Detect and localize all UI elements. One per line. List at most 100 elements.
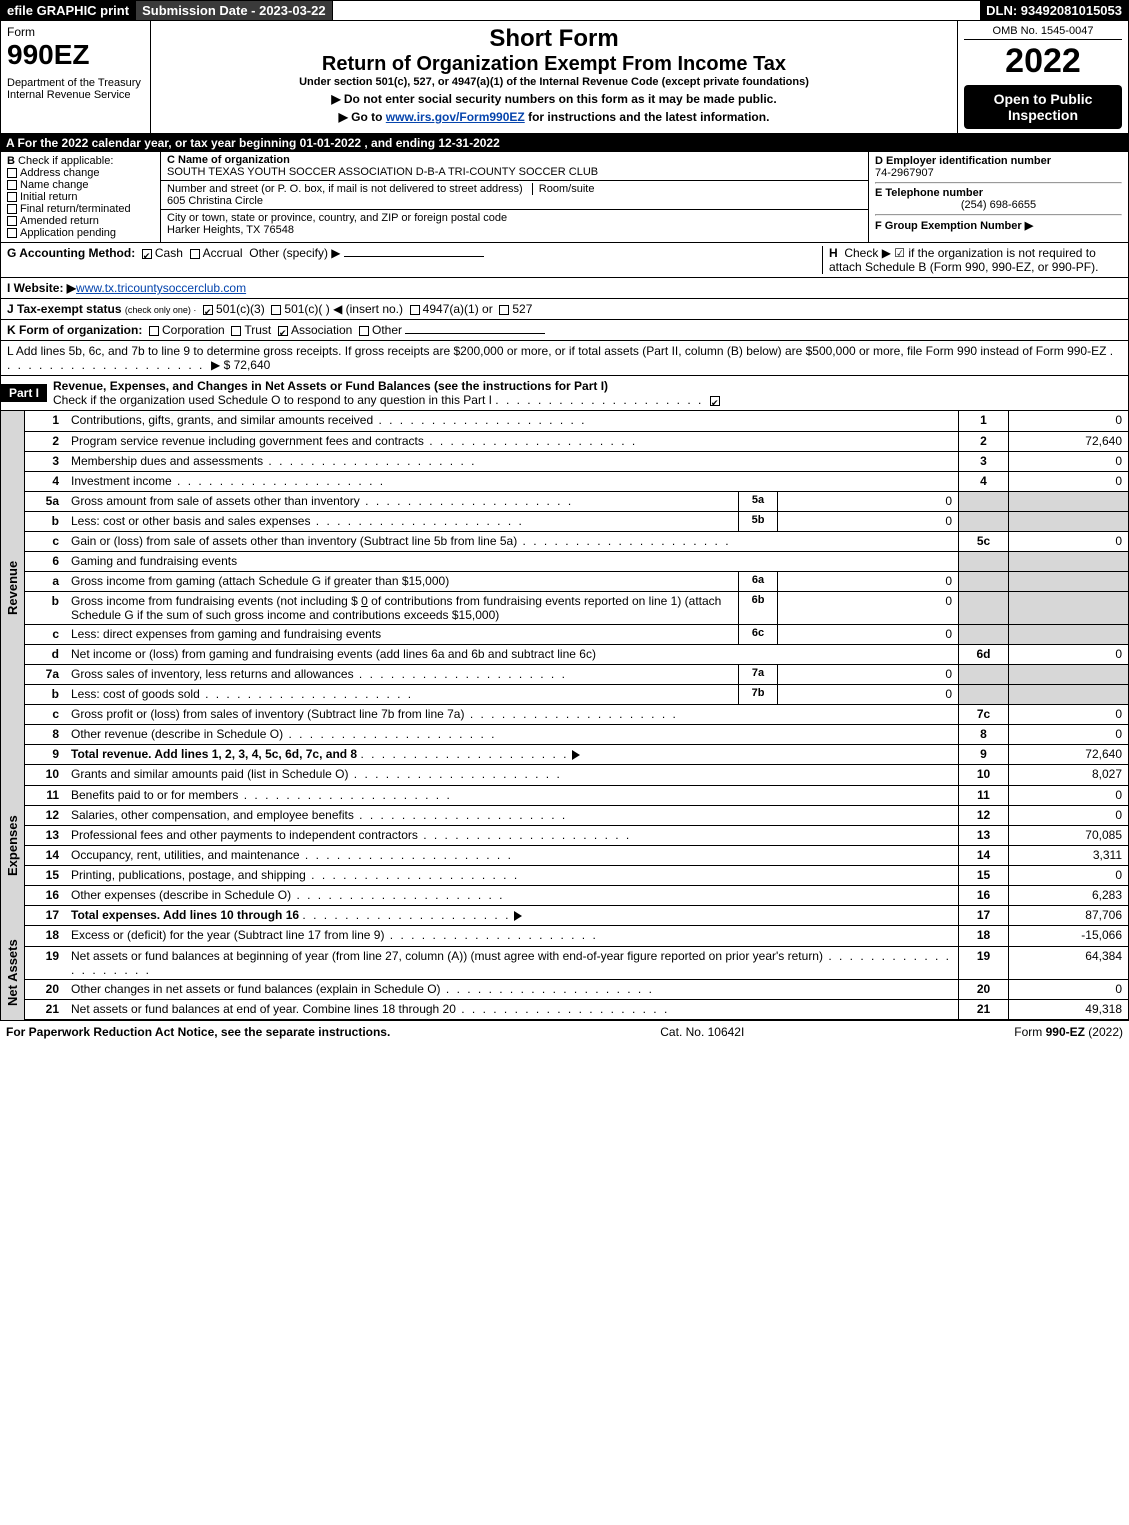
line-2-desc: Program service revenue including govern… (65, 432, 958, 451)
checkbox-accrual[interactable] (190, 249, 200, 259)
line-2-val: 72,640 (1008, 432, 1128, 451)
checkbox-amended[interactable] (7, 216, 17, 226)
line-4-desc: Investment income (65, 472, 958, 491)
line-12-no: 12 (25, 806, 65, 825)
row-5c: c Gain or (loss) from sale of assets oth… (25, 531, 1128, 551)
mini-6b-no: 6b (738, 592, 778, 624)
checkbox-final-return[interactable] (7, 204, 17, 214)
b-check-if: Check if applicable: (18, 155, 113, 167)
header-mid: Short Form Return of Organization Exempt… (151, 21, 958, 133)
under-section: Under section 501(c), 527, or 4947(a)(1)… (159, 76, 949, 88)
header-left: Form 990EZ Department of the Treasury In… (1, 21, 151, 133)
website-link[interactable]: www.tx.tricountysoccerclub.com (76, 281, 246, 295)
line-g: G Accounting Method: Cash Accrual Other … (7, 246, 822, 274)
checkbox-501c3[interactable] (203, 305, 213, 315)
row-1: 1 Contributions, gifts, grants, and simi… (25, 411, 1128, 431)
line-6b-desc1: Gross income from fundraising events (no… (71, 594, 361, 608)
irs-link[interactable]: www.irs.gov/Form990EZ (386, 110, 525, 124)
checkbox-corp[interactable] (149, 326, 159, 336)
checkbox-trust[interactable] (231, 326, 241, 336)
checkbox-initial-return[interactable] (7, 192, 17, 202)
return-title: Return of Organization Exempt From Incom… (159, 53, 949, 76)
goto-instructions: ▶ Go to www.irs.gov/Form990EZ for instru… (159, 110, 949, 124)
checkbox-assoc[interactable] (278, 326, 288, 336)
line-13-val: 70,085 (1008, 826, 1128, 845)
part1-table: Revenue 1 Contributions, gifts, grants, … (0, 411, 1129, 765)
val-5a-shade (1008, 492, 1128, 511)
checkbox-name-change[interactable] (7, 180, 17, 190)
line-5b-no: b (25, 512, 65, 531)
line-1-no: 1 (25, 411, 65, 431)
k-assoc: Association (291, 323, 352, 337)
line-8-no: 8 (25, 725, 65, 744)
row-7c: c Gross profit or (loss) from sales of i… (25, 704, 1128, 724)
side-netassets: Net Assets (0, 926, 24, 1020)
line-13-desc: Professional fees and other payments to … (65, 826, 958, 845)
j-527: 527 (512, 302, 532, 316)
line-7c-col: 7c (958, 705, 1008, 724)
checkbox-cash[interactable] (142, 249, 152, 259)
line-12-col: 12 (958, 806, 1008, 825)
row-5b: b Less: cost or other basis and sales ex… (25, 511, 1128, 531)
form-header: Form 990EZ Department of the Treasury In… (0, 21, 1129, 134)
line-7b-no: b (25, 685, 65, 704)
b-final-return: Final return/terminated (20, 203, 131, 215)
checkbox-app-pending[interactable] (7, 228, 17, 238)
org-street: 605 Christina Circle (167, 195, 263, 207)
j-501c: 501(c)( ) ◀ (insert no.) (284, 302, 403, 316)
line-21-no: 21 (25, 1000, 65, 1019)
row-4: 4 Investment income 4 0 (25, 471, 1128, 491)
line-a-period: A For the 2022 calendar year, or tax yea… (0, 134, 1129, 152)
j-label: J Tax-exempt status (7, 302, 122, 316)
checkbox-4947[interactable] (410, 305, 420, 315)
checkbox-schedule-o[interactable] (710, 396, 720, 406)
row-13: 13 Professional fees and other payments … (25, 825, 1128, 845)
line-3-no: 3 (25, 452, 65, 471)
line-7c-desc: Gross profit or (loss) from sales of inv… (65, 705, 958, 724)
checkbox-501c[interactable] (271, 305, 281, 315)
mini-5b-no: 5b (738, 512, 778, 531)
footer-left: For Paperwork Reduction Act Notice, see … (6, 1025, 390, 1039)
section-g-h: G Accounting Method: Cash Accrual Other … (0, 243, 1129, 278)
line-20-no: 20 (25, 980, 65, 999)
arrow-icon (514, 911, 522, 921)
line-14-val: 3,311 (1008, 846, 1128, 865)
d-label: D Employer identification number (875, 155, 1051, 167)
b-amended: Amended return (20, 215, 99, 227)
g-other-input[interactable] (344, 256, 484, 257)
line-6b-no: b (25, 592, 65, 624)
footer-mid: Cat. No. 10642I (660, 1025, 744, 1039)
line-17-col: 17 (958, 906, 1008, 925)
checkbox-other-org[interactable] (359, 326, 369, 336)
j-501c3: 501(c)(3) (216, 302, 265, 316)
line-i: I Website: ▶www.tx.tricountysoccerclub.c… (0, 278, 1129, 299)
line-11-col: 11 (958, 786, 1008, 805)
efile-print[interactable]: efile GRAPHIC print (1, 1, 136, 20)
part1-header-row: Part I Revenue, Expenses, and Changes in… (0, 376, 1129, 411)
l-arrow: ▶ $ 72,640 (211, 358, 270, 372)
h-text: Check ▶ ☑ if the organization is not req… (829, 246, 1098, 274)
footer-right-pre: Form (1014, 1025, 1045, 1039)
col-5b-shade (958, 512, 1008, 531)
val-6b-shade (1008, 592, 1128, 624)
line-9-no: 9 (25, 745, 65, 764)
k-other-input[interactable] (405, 333, 545, 334)
row-6a: a Gross income from gaming (attach Sched… (25, 571, 1128, 591)
mini-5a-val: 0 (778, 492, 958, 511)
room-label: Room/suite (532, 183, 595, 195)
row-14: 14 Occupancy, rent, utilities, and maint… (25, 845, 1128, 865)
line-14-desc: Occupancy, rent, utilities, and maintena… (65, 846, 958, 865)
checkbox-address-change[interactable] (7, 168, 17, 178)
g-cash: Cash (155, 246, 183, 260)
line-18-col: 18 (958, 926, 1008, 946)
f-label: F Group Exemption Number ▶ (875, 220, 1033, 232)
row-6c: c Less: direct expenses from gaming and … (25, 624, 1128, 644)
line-7a-desc: Gross sales of inventory, less returns a… (65, 665, 738, 684)
line-13-col: 13 (958, 826, 1008, 845)
c-city-label: City or town, state or province, country… (167, 212, 507, 224)
part1-check-text: Check if the organization used Schedule … (53, 393, 492, 407)
val-6a-shade (1008, 572, 1128, 591)
row-6d: d Net income or (loss) from gaming and f… (25, 644, 1128, 664)
line-16-no: 16 (25, 886, 65, 905)
checkbox-527[interactable] (499, 305, 509, 315)
